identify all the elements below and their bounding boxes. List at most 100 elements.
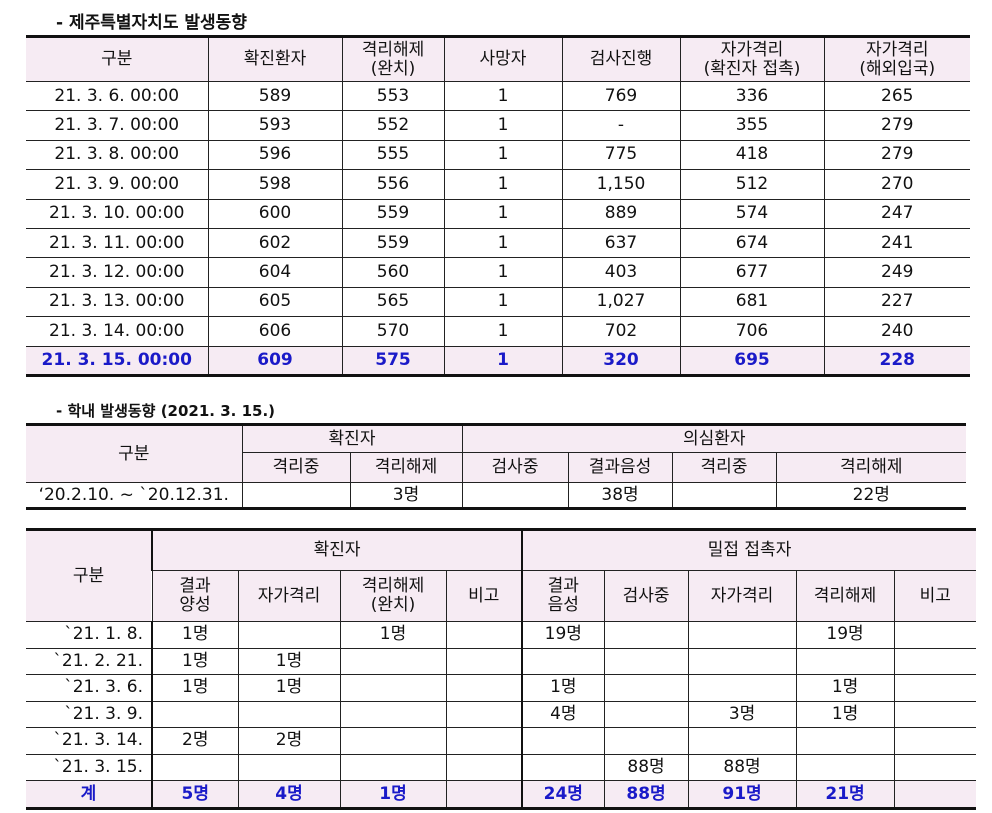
table-row: 21. 3. 10. 00:00 600 559 1 889 574 247 — [26, 198, 970, 229]
table-cell: 247 — [823, 198, 970, 229]
table-cell: 1명 — [521, 674, 605, 702]
table-cell: 38명 — [567, 482, 673, 509]
header-row: 구분 확진환자 격리해제 (완치) 사망자 검사진행 자가격리 (확진자 접촉) 자가격리 … — [26, 36, 970, 82]
header-confirmed: 확진자 — [241, 424, 463, 453]
table-cell — [795, 647, 895, 675]
column-header: 비고 — [893, 570, 977, 622]
table-row: 21. 3. 13. 00:00 605 565 1 1,027 681 227 — [26, 286, 970, 318]
column-header: 결과음성 — [567, 452, 673, 483]
table-cell: 1명 — [151, 674, 239, 702]
table-cell: 1 — [443, 139, 563, 171]
table-cell: 1 — [443, 257, 563, 288]
table-cell: `21. 2. 21. — [26, 647, 153, 675]
table-cell: 604 — [207, 257, 343, 288]
table-cell: 418 — [679, 139, 825, 171]
column-header: 격리해제 (완치) — [341, 36, 445, 82]
header-confirmed: 확진자 — [150, 529, 523, 571]
table-cell: 1 — [443, 169, 563, 200]
table-cell: 674 — [679, 227, 825, 259]
table-cell — [795, 753, 895, 781]
column-header: 격리해제 — [795, 570, 895, 622]
table-cell — [339, 700, 447, 728]
total-cell: 24명 — [521, 780, 605, 809]
table-cell: 589 — [207, 80, 343, 112]
table-cell: 22명 — [775, 482, 967, 509]
table-cell: 1 — [443, 227, 563, 259]
table-cell: 3명 — [349, 482, 463, 509]
total-cell: 609 — [207, 345, 343, 376]
table-cell — [795, 727, 895, 755]
total-cell: 계 — [26, 780, 153, 809]
table-cell: 1명 — [339, 621, 447, 649]
table-row: 21. 3. 12. 00:00 604 560 1 403 677 249 — [26, 257, 970, 288]
table-cell: 565 — [341, 286, 445, 318]
table-cell: 1명 — [151, 647, 239, 675]
total-row: 계 5명 4명 1명 24명 88명 91명 21명 — [26, 780, 977, 809]
table-row: 21. 3. 9. 00:00 598 556 1 1,150 512 270 — [26, 169, 970, 200]
table-cell: 1 — [443, 316, 563, 347]
table-cell — [687, 621, 797, 649]
table-cell: 19명 — [521, 621, 605, 649]
total-row: 21. 3. 15. 00:00 609 575 1 320 695 228 — [26, 345, 970, 376]
table-cell — [237, 700, 341, 728]
table-cell — [893, 647, 977, 675]
total-cell: 1 — [443, 345, 563, 376]
table-cell: 1명 — [151, 621, 239, 649]
table-cell — [445, 727, 523, 755]
table-cell: 88명 — [603, 753, 689, 781]
table-cell: 279 — [823, 110, 970, 141]
table-cell: 555 — [341, 139, 445, 171]
total-cell: 5명 — [151, 780, 239, 809]
table-cell: 1 — [443, 110, 563, 141]
column-header: 사망자 — [443, 36, 563, 82]
table-cell: 1명 — [795, 674, 895, 702]
total-cell: 21. 3. 15. 00:00 — [26, 345, 209, 376]
table-cell — [339, 753, 447, 781]
table-cell: 1명 — [795, 700, 895, 728]
table-cell: 403 — [561, 257, 681, 288]
total-cell: 320 — [561, 345, 681, 376]
column-header: 격리해제 (완치) — [339, 570, 447, 622]
column-header: 자가격리 (해외입국) — [823, 36, 970, 82]
table-cell: 279 — [823, 139, 970, 171]
total-cell — [893, 780, 977, 809]
column-header: 자가격리 (확진자 접촉) — [679, 36, 825, 82]
total-cell — [445, 780, 523, 809]
table-cell: 21. 3. 14. 00:00 — [26, 316, 209, 347]
table-cell: 1 — [443, 198, 563, 229]
table-cell: 4명 — [521, 700, 605, 728]
table-row: `21. 1. 8. 1명 1명 19명 19명 — [26, 621, 977, 649]
table-cell — [241, 482, 351, 509]
header-category: 구분 — [26, 424, 243, 483]
table-cell: 21. 3. 11. 00:00 — [26, 227, 209, 259]
table-cell — [339, 647, 447, 675]
table-cell: 677 — [679, 257, 825, 288]
column-header: 격리해제 — [775, 452, 967, 483]
table-cell: 556 — [341, 169, 445, 200]
table-cell: 336 — [679, 80, 825, 112]
table-cell: 2명 — [237, 727, 341, 755]
table-cell — [687, 674, 797, 702]
table-cell: 1명 — [237, 674, 341, 702]
table-cell: 574 — [679, 198, 825, 229]
table-row: 21. 3. 8. 00:00 596 555 1 775 418 279 — [26, 139, 970, 171]
total-cell: 91명 — [687, 780, 797, 809]
table-cell: 240 — [823, 316, 970, 347]
table-row: `21. 3. 14. 2명 2명 — [26, 727, 977, 755]
table-cell: 681 — [679, 286, 825, 318]
table-row: 21. 3. 11. 00:00 602 559 1 637 674 241 — [26, 227, 970, 259]
table-cell — [461, 482, 569, 509]
table-cell: 249 — [823, 257, 970, 288]
table-row: `21. 2. 21. 1명 1명 — [26, 647, 977, 675]
table-cell: 769 — [561, 80, 681, 112]
table-cell: 1 — [443, 286, 563, 318]
table-cell: 1명 — [237, 647, 341, 675]
table-cell — [445, 647, 523, 675]
table-cell: `21. 3. 15. — [26, 753, 153, 781]
table-cell: 21. 3. 12. 00:00 — [26, 257, 209, 288]
table-cell: `21. 3. 14. — [26, 727, 153, 755]
table-cell: 706 — [679, 316, 825, 347]
total-cell: 88명 — [603, 780, 689, 809]
table-cell: 2명 — [151, 727, 239, 755]
table-cell — [151, 700, 239, 728]
